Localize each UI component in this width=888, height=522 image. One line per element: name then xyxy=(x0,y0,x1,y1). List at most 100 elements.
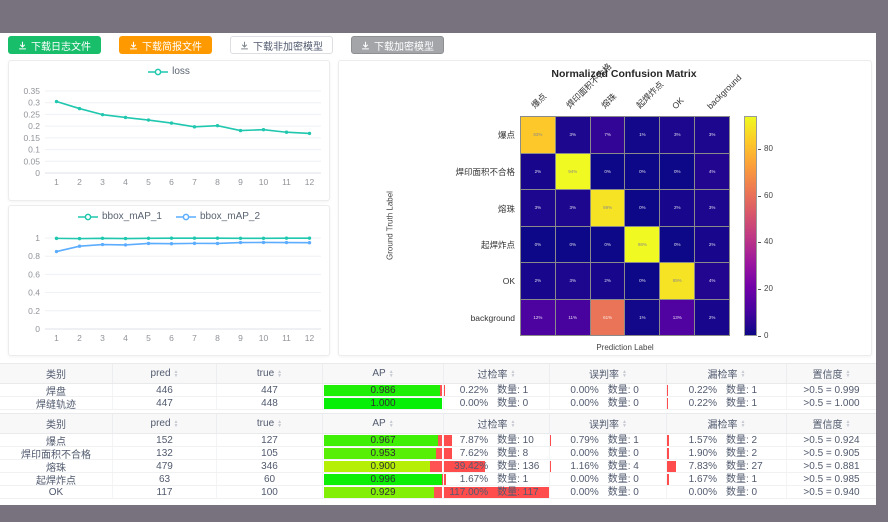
ap-bar xyxy=(324,473,442,485)
legend-item-bbox-map-2[interactable]: bbox_mAP_2 xyxy=(176,211,260,222)
rate-percent: 7.62% xyxy=(459,447,489,459)
sort-icon[interactable]: ▲ ▼ xyxy=(173,368,179,379)
svg-text:0.2: 0.2 xyxy=(28,121,40,131)
column-header-pred[interactable]: pred ▲ ▼ xyxy=(113,364,217,383)
rate-percent: 1.67% xyxy=(688,473,717,485)
column-header-AP[interactable]: AP ▲ ▼ xyxy=(323,414,444,433)
ap-bar xyxy=(324,384,441,396)
rate-count: 数量: 27 xyxy=(725,460,763,472)
cm-colorbar-tick-label: 40 xyxy=(764,237,773,247)
download-log-button[interactable]: 下载日志文件 xyxy=(8,36,101,54)
svg-text:6: 6 xyxy=(169,333,174,343)
rate-percent: 1.67% xyxy=(459,473,489,485)
sort-icon[interactable]: ▲ ▼ xyxy=(845,418,851,429)
rate-text: 117.00% 数量: 117 xyxy=(444,487,549,498)
confusion-matrix-card: Normalized Confusion Matrix 83% 3% 7% 1% 3% 3… xyxy=(338,60,872,356)
cm-cell: 89% xyxy=(590,190,625,226)
column-header-误判率[interactable]: 误判率 ▲ ▼ xyxy=(550,364,667,383)
column-header-true[interactable]: true ▲ ▼ xyxy=(217,364,323,383)
rate-percent: 39.42% xyxy=(454,460,489,472)
sort-icon[interactable]: ▲ ▼ xyxy=(388,368,394,379)
sort-icon[interactable]: ▲ ▼ xyxy=(740,368,746,379)
column-header-label: 过检率 xyxy=(477,420,508,431)
cm-cell: 7% xyxy=(590,117,625,153)
column-header-label: true xyxy=(256,368,275,379)
ap-cell: 0.900 xyxy=(323,460,444,472)
legend-item-bbox-map-1[interactable]: bbox_mAP_1 xyxy=(77,211,162,222)
rate-bar-wrap: 1.57% 数量: 2 xyxy=(667,434,786,446)
map-chart-legend: bbox_mAP_1 bbox_mAP_2 xyxy=(9,211,329,222)
cm-cell: 0% xyxy=(590,226,625,262)
svg-text:1: 1 xyxy=(35,233,40,243)
rate-percent: 0.00% xyxy=(570,384,599,396)
sort-icon[interactable]: ▲ ▼ xyxy=(173,418,179,429)
svg-text:8: 8 xyxy=(215,333,220,343)
rate-count: 数量: 0 xyxy=(607,473,639,485)
svg-text:9: 9 xyxy=(238,333,243,343)
sort-icon[interactable]: ▲ ▼ xyxy=(388,418,394,429)
column-header-过检率[interactable]: 过检率 ▲ ▼ xyxy=(444,414,550,433)
table-header-row: 类别 pred ▲ ▼ true ▲ ▼ AP ▲ ▼ 过检率 ▲ ▼ 误判率 ▲ ▼ 漏检率 ▲ ▼ 置信度 ▲ ▼ xyxy=(0,414,876,434)
rate-count: 数量: 1 xyxy=(497,384,529,396)
cm-col-label: background xyxy=(704,72,743,111)
true-cell: 346 xyxy=(217,460,323,472)
column-header-漏检率[interactable]: 漏检率 ▲ ▼ xyxy=(667,364,787,383)
sort-icon[interactable]: ▲ ▼ xyxy=(277,418,283,429)
rate-text: 0.00% 数量: 0 xyxy=(550,448,666,459)
download-report-button[interactable]: 下载简报文件 xyxy=(119,36,212,54)
rate-count: 数量: 117 xyxy=(497,486,539,498)
cm-cell: 3% xyxy=(695,190,729,226)
column-header-过检率[interactable]: 过检率 ▲ ▼ xyxy=(444,364,550,383)
cm-cell: 13% xyxy=(660,299,695,335)
rate-percent: 7.87% xyxy=(459,434,489,446)
rate-count: 数量: 1 xyxy=(725,384,758,396)
rate-text: 39.42% 数量: 136 xyxy=(444,461,549,472)
column-header-true[interactable]: true ▲ ▼ xyxy=(217,414,323,433)
column-header-label: 类别 xyxy=(46,420,66,431)
cm-row-label: OK xyxy=(502,276,515,286)
rate-cell: 0.22% 数量: 1 xyxy=(667,397,787,409)
rate-bar xyxy=(667,460,677,472)
column-header-误判率[interactable]: 误判率 ▲ ▼ xyxy=(550,414,667,433)
sort-icon[interactable]: ▲ ▼ xyxy=(622,368,627,379)
download-plain-model-button[interactable]: 下载非加密模型 xyxy=(230,36,333,54)
download-icon xyxy=(362,41,369,49)
rate-text: 0.00% 数量: 0 xyxy=(444,398,549,409)
class-name-cell: OK xyxy=(0,486,113,498)
rate-bar-wrap: 7.87% 数量: 10 xyxy=(444,434,549,446)
rate-percent: 0.00% xyxy=(459,397,489,409)
pred-cell: 447 xyxy=(113,397,217,409)
sort-icon[interactable]: ▲ ▼ xyxy=(622,418,627,429)
column-header-漏检率[interactable]: 漏检率 ▲ ▼ xyxy=(667,414,787,433)
cm-cell: 3% xyxy=(555,190,590,226)
sort-icon[interactable]: ▲ ▼ xyxy=(740,418,746,429)
column-header-置信度[interactable]: 置信度 ▲ ▼ xyxy=(787,414,876,433)
sort-icon[interactable]: ▲ ▼ xyxy=(510,418,516,429)
cm-cell: 1% xyxy=(625,117,660,153)
rate-count: 数量: 2 xyxy=(725,447,758,459)
rate-cell: 1.67% 数量: 1 xyxy=(444,473,550,485)
ap-remainder-bar xyxy=(433,486,442,498)
cm-cell: 12% xyxy=(521,299,555,335)
cm-colorbar-tick xyxy=(758,148,761,150)
sort-icon[interactable]: ▲ ▼ xyxy=(845,368,851,379)
line-series-icon xyxy=(176,213,196,220)
column-header-pred[interactable]: pred ▲ ▼ xyxy=(113,414,217,433)
cm-cell: 3% xyxy=(555,117,590,153)
rate-percent: 0.00% xyxy=(688,486,717,498)
column-header-置信度[interactable]: 置信度 ▲ ▼ xyxy=(787,364,876,383)
confidence-cell: >0.5 = 0.905 xyxy=(803,447,860,459)
column-header-label: AP xyxy=(372,368,386,379)
column-header-AP[interactable]: AP ▲ ▼ xyxy=(323,364,444,383)
rate-bar-wrap: 1.90% 数量: 2 xyxy=(667,447,786,459)
rate-cell: 7.87% 数量: 10 xyxy=(444,434,550,446)
svg-text:12: 12 xyxy=(305,177,315,187)
download-encrypted-model-button[interactable]: 下载加密模型 xyxy=(351,36,444,54)
ap-value: 0.967 xyxy=(370,434,396,446)
cm-row-label: 爆点 xyxy=(497,130,515,141)
sort-icon[interactable]: ▲ ▼ xyxy=(510,368,516,379)
sort-icon[interactable]: ▲ ▼ xyxy=(277,368,283,379)
legend-item-loss[interactable]: loss xyxy=(148,66,190,77)
ap-bar xyxy=(324,447,437,459)
rate-bar-wrap: 39.42% 数量: 136 xyxy=(444,460,549,472)
